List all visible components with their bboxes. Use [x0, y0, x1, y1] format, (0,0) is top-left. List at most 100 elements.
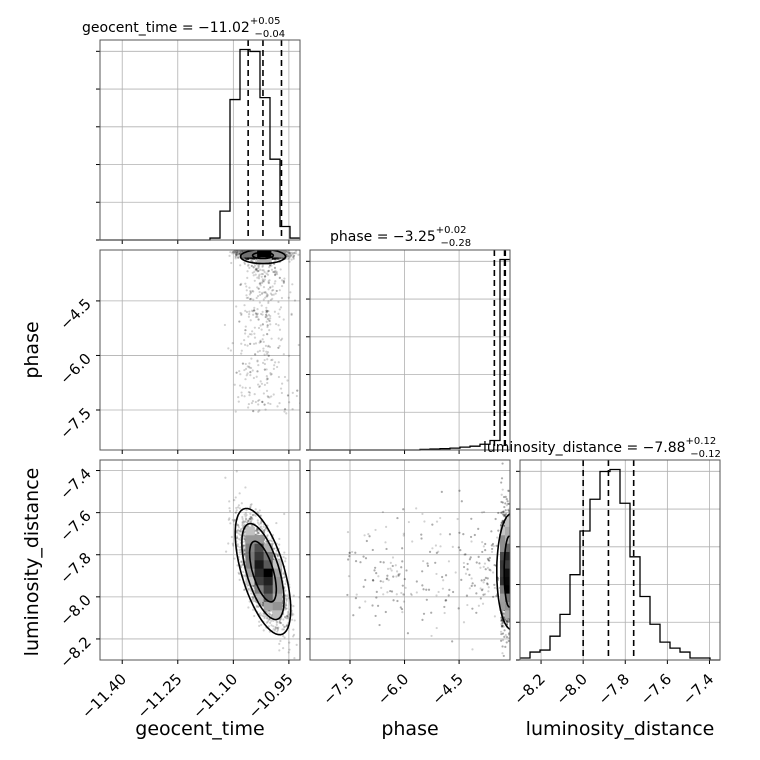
sample-point — [276, 257, 279, 260]
sample-point — [269, 402, 272, 406]
sample-point — [243, 537, 246, 540]
sample-point — [278, 649, 281, 652]
sample-point — [282, 572, 285, 575]
sample-point — [249, 504, 252, 507]
sample-point — [255, 268, 258, 271]
sample-point — [256, 519, 259, 522]
sample-point — [253, 257, 256, 261]
sample-point — [265, 350, 268, 353]
sample-point — [246, 344, 249, 347]
sample-point — [265, 292, 268, 296]
sample-point — [244, 329, 247, 332]
sample-point — [282, 279, 285, 283]
sample-point — [242, 544, 245, 548]
sample-point — [238, 320, 241, 323]
sample-point — [267, 396, 270, 399]
sample-point — [247, 406, 250, 409]
sample-point — [271, 257, 274, 261]
sample-point — [260, 328, 263, 331]
sample-point — [261, 323, 264, 326]
sample-point — [293, 619, 296, 622]
sample-point — [235, 536, 239, 539]
sample-point — [254, 264, 257, 267]
sample-point — [248, 313, 251, 316]
sample-point — [242, 519, 245, 522]
sample-point — [268, 345, 272, 349]
sample-point — [280, 284, 284, 288]
sample-point — [247, 335, 250, 338]
sample-point — [259, 339, 262, 342]
sample-point — [239, 546, 242, 549]
sample-point — [261, 278, 264, 281]
sample-point — [243, 544, 246, 547]
sample-point — [288, 401, 291, 404]
sample-point — [266, 351, 270, 354]
sample-point — [266, 332, 269, 336]
sample-point — [249, 291, 252, 295]
sample-point — [285, 604, 288, 607]
sample-point — [263, 368, 266, 371]
sample-point — [251, 310, 255, 313]
sample-point — [255, 529, 258, 532]
sample-point — [267, 282, 271, 285]
sample-point — [252, 266, 255, 269]
sample-point — [258, 620, 261, 623]
sample-point — [251, 518, 254, 521]
scatter-points — [223, 250, 300, 415]
sample-point — [236, 523, 240, 527]
sample-point — [254, 353, 257, 356]
sample-point — [243, 304, 246, 307]
sample-point — [235, 511, 238, 514]
luminosity-distance-histogram-panel — [516, 459, 721, 664]
sample-point — [241, 362, 245, 365]
sample-point — [227, 542, 230, 545]
sample-point — [237, 396, 240, 399]
sample-point — [254, 312, 258, 315]
sample-point — [274, 273, 277, 277]
sample-point — [253, 309, 256, 312]
sample-point — [256, 531, 259, 534]
sample-point — [245, 257, 249, 261]
sample-point — [285, 597, 288, 600]
sample-point — [262, 347, 265, 350]
sample-point — [264, 408, 267, 411]
sample-point — [268, 266, 271, 269]
sample-point — [254, 508, 257, 511]
sample-point — [273, 310, 277, 313]
sample-point — [264, 291, 267, 294]
sample-point — [248, 517, 251, 521]
sample-point — [280, 279, 284, 282]
sample-point — [257, 383, 260, 386]
sample-point — [292, 257, 295, 260]
sample-point — [266, 324, 269, 327]
sample-point — [252, 313, 255, 316]
sample-point — [278, 621, 281, 624]
sample-point — [263, 358, 266, 362]
sample-point — [246, 258, 249, 261]
sample-point — [292, 633, 296, 636]
sample-point — [250, 257, 253, 260]
sample-point — [263, 362, 267, 366]
sample-point — [243, 534, 246, 537]
sample-point — [255, 296, 258, 300]
sample-point — [267, 354, 270, 357]
sample-point — [251, 596, 255, 599]
sample-point — [258, 385, 262, 388]
sample-point — [236, 253, 239, 256]
sample-point — [283, 551, 286, 554]
sample-point — [288, 252, 291, 255]
sample-point — [282, 618, 285, 621]
sample-point — [292, 252, 295, 255]
sample-point — [260, 623, 263, 626]
sample-point — [237, 256, 240, 259]
sample-point — [272, 270, 275, 274]
sample-point — [265, 309, 268, 312]
sample-point — [277, 375, 281, 379]
sample-point — [235, 506, 238, 510]
sample-point — [283, 625, 286, 628]
sample-point — [245, 294, 248, 297]
sample-point — [257, 269, 260, 273]
sample-point — [258, 624, 261, 627]
sample-point — [244, 515, 247, 518]
sample-point — [244, 257, 247, 261]
